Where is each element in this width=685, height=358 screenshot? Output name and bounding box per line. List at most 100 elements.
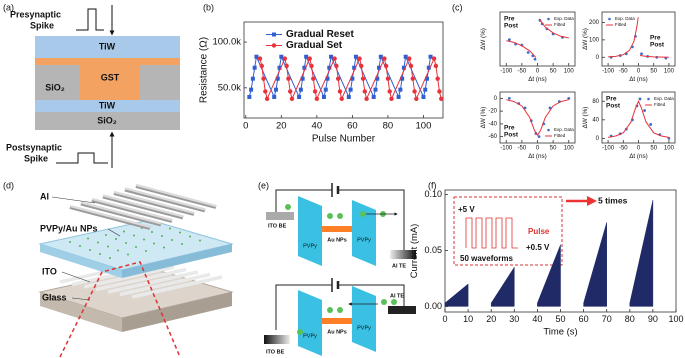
marker	[407, 56, 412, 61]
marker	[297, 94, 302, 99]
x-axis-label: Δt (ns)	[528, 76, 547, 83]
pvpy	[298, 196, 322, 266]
marker	[263, 89, 268, 94]
y-tick-label: -60	[488, 134, 497, 140]
inset-label: 5 times	[598, 195, 628, 205]
panel-a: (a) Presynaptic Spike TiW GST SiO₂ TiW S…	[3, 2, 180, 168]
panel-label: (a)	[3, 2, 14, 12]
nanoparticle	[107, 245, 109, 248]
marker	[425, 76, 430, 81]
al-stripe	[91, 198, 173, 221]
legend-label: Gradual Reset	[286, 29, 354, 40]
al-stripe	[135, 184, 217, 207]
marker	[412, 89, 417, 94]
marker	[362, 89, 368, 94]
panel-label: (d)	[3, 180, 14, 190]
x-tick-label: 50	[650, 69, 657, 75]
annotation: Post	[504, 132, 519, 139]
inset-label: +0.5 V	[526, 243, 550, 252]
marker	[348, 87, 353, 92]
marker	[275, 76, 280, 81]
gst-layer	[80, 58, 140, 100]
panel-label: (f)	[428, 180, 437, 190]
marker	[335, 76, 341, 81]
pvpy	[298, 290, 322, 356]
marker	[298, 87, 303, 92]
plot-frame	[601, 11, 676, 67]
marker	[314, 96, 320, 102]
data-point	[643, 109, 646, 112]
ito-stripe	[95, 267, 187, 292]
legend-marker	[272, 32, 276, 37]
x-tick-label: 100	[668, 314, 683, 324]
marker	[403, 54, 408, 59]
electron	[337, 213, 343, 219]
ito-stripe	[119, 272, 211, 297]
nanoparticle	[99, 253, 101, 255]
x-tick-label: -100	[500, 69, 513, 75]
marker	[307, 56, 312, 61]
marker	[353, 54, 358, 59]
marker	[252, 65, 257, 70]
marker	[304, 54, 309, 59]
inset-label: Pulse	[528, 227, 550, 236]
layer-label: Glass	[42, 292, 67, 302]
marker	[337, 89, 343, 94]
nanoparticle	[179, 231, 181, 234]
panel-label: (b)	[203, 2, 214, 12]
marker	[378, 54, 383, 59]
data-point	[537, 135, 541, 139]
nanoparticle	[169, 227, 171, 230]
marker	[325, 76, 330, 81]
x-tick-label: 90	[648, 314, 658, 324]
marker	[383, 63, 389, 69]
layer-label: SiO₂	[97, 115, 117, 125]
nanoparticle	[69, 241, 71, 243]
data-point	[533, 57, 537, 61]
marker	[401, 65, 406, 70]
legend-label: Gradual Set	[286, 40, 343, 51]
legend-marker	[608, 17, 611, 21]
nanoparticle	[171, 239, 173, 241]
marker	[382, 56, 387, 61]
marker	[387, 89, 392, 94]
pvpy-label: PVPy	[303, 333, 317, 339]
nanoparticle	[117, 249, 119, 252]
nanoparticle	[123, 230, 125, 233]
annotation: Pre	[650, 35, 661, 42]
plot-frame	[243, 21, 444, 119]
marker	[377, 65, 382, 70]
marker	[389, 96, 394, 102]
leader	[61, 271, 91, 283]
marker	[439, 96, 444, 102]
x-tick-label: 60	[579, 314, 589, 324]
layer-label: Al	[40, 191, 49, 201]
annotation: Pre	[504, 125, 515, 132]
marker	[346, 94, 351, 99]
nanoparticle	[135, 246, 137, 248]
pre-label: Presynaptic	[10, 9, 61, 19]
x-tick-label: 50	[550, 69, 557, 75]
x-tick-label: 0	[536, 69, 540, 75]
electron	[327, 213, 333, 219]
panel-label: (c)	[452, 2, 463, 12]
post-label: Postsynaptic	[6, 142, 62, 152]
x-tick-label: -100	[602, 69, 615, 75]
marker	[249, 87, 254, 92]
pvpy	[352, 200, 376, 266]
post-label: Spike	[24, 153, 48, 163]
marker	[257, 56, 263, 61]
x-tick-label: -50	[518, 69, 527, 75]
legend-label: Exp. Data	[554, 16, 574, 21]
marker	[327, 65, 332, 70]
data-point	[638, 97, 642, 101]
electron	[297, 329, 303, 335]
nanoparticle	[181, 243, 183, 245]
ito-stripe	[131, 275, 223, 299]
x-axis-label: Δt (ns)	[528, 153, 547, 160]
fit-line	[506, 18, 569, 58]
x-tick-label: 10	[463, 314, 473, 324]
y-axis-label: ΔW (%)	[480, 28, 487, 50]
